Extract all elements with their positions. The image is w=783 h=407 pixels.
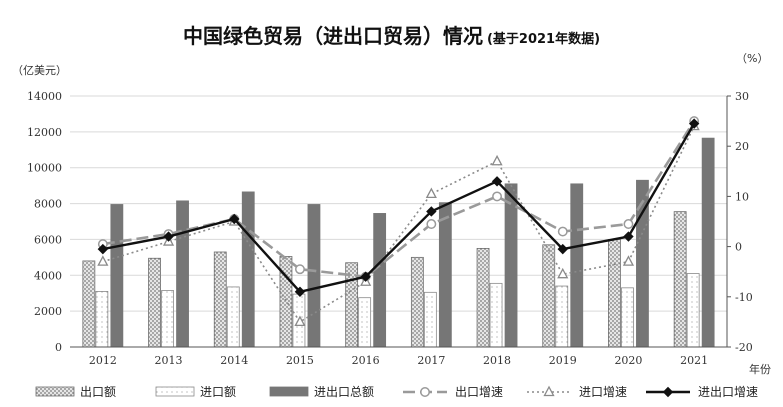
legend-label: 进口增速 [579,385,627,399]
legend-label: 进口额 [200,385,236,399]
left-axis-tick-label: 6000 [34,233,62,246]
bar-export [542,244,556,348]
x-axis-tick-label: 2014 [220,354,248,367]
x-axis-tick-label: 2017 [417,354,445,367]
x-axis-tick-label: 2020 [614,354,642,367]
line-import-growth-point [622,255,635,266]
x-axis-tick-label: 2013 [155,354,183,367]
bar-total [373,213,387,348]
bar-import [95,291,109,348]
line-export-growth [102,120,696,279]
bar-export [82,260,96,348]
bar-total [110,204,124,348]
line-import-growth-point [97,255,109,266]
line-series-group [97,116,700,327]
bar-total [176,200,189,348]
line-export-growth-point [426,219,437,229]
bar-import [489,282,503,348]
left-axis-tick-label: 12000 [27,126,62,139]
line-total-growth-point [688,118,700,129]
line-total-growth-point [229,213,240,225]
left-axis-tick-label: 8000 [34,198,62,211]
line-export-growth-point [492,191,502,202]
line-import-growth-point [294,315,306,327]
legend-swatch [269,386,309,397]
bar-export [608,239,621,348]
x-axis-tick-label: 2015 [286,354,314,367]
x-axis-unit: 年份 [749,362,771,376]
legend-marker [662,386,674,398]
legend-marker [420,387,430,397]
right-axis-unit: （%） [736,52,768,65]
left-axis-tick-label: 0 [55,341,62,354]
line-total-growth-point [97,243,109,255]
bar-import [226,286,240,348]
x-axis-tick-label: 2012 [89,354,117,367]
line-total-growth-point [557,243,568,255]
line-import-growth-point [557,267,569,279]
line-total-growth-point [294,286,306,297]
left-axis-tick-label: 10000 [27,162,62,175]
legend-label: 出口增速 [455,385,503,399]
bar-export [148,257,161,348]
left-axis-unit: （亿美元） [12,64,67,77]
line-total-growth-point [163,231,174,242]
left-axis-tick-label: 4000 [34,269,62,282]
bar-total [438,202,452,348]
legend-marker [543,385,555,397]
chart-title-sub: (基于2021年数据) [486,32,601,47]
x-axis-tick-label: 2021 [680,354,708,367]
legend-swatch [155,386,195,397]
gridlines [70,95,727,312]
bar-total [570,183,584,348]
bar-total [701,137,715,348]
legend-label: 出口额 [80,385,116,399]
line-import-growth-point [425,187,437,199]
line-total-growth-point [623,231,634,242]
right-axis-tick-label: -10 [735,291,753,304]
bar-import [161,290,174,348]
bar-total [504,183,518,348]
bar-import [423,291,437,348]
line-total-growth-point [426,206,437,217]
bar-import [686,273,700,348]
bar-export [410,256,424,348]
x-axis-tick-label: 2016 [352,354,380,367]
right-axis-tick-label: 20 [735,140,749,153]
line-export-growth-point [295,264,305,275]
left-axis-tick-label: 2000 [34,305,62,318]
line-export-growth-point [557,226,568,237]
left-axis-tick-label: 14000 [27,90,62,103]
legend-label: 进出口总额 [314,385,374,399]
legend-swatch [35,386,75,397]
line-total-growth-point [360,271,371,282]
x-axis-tick-label: 2019 [549,354,577,367]
bar-export [213,251,227,348]
right-axis-tick-label: 10 [735,190,749,203]
bar-total [241,191,255,348]
right-axis-tick-label: 0 [735,241,742,254]
axes-group: 0 2000 4000 6000 8000 10000 12000 14000 -20 -10 0 1… [12,52,771,376]
line-import-growth-point [491,154,503,166]
line-total-growth [102,123,696,293]
bar-import [358,297,372,348]
right-axis-tick-label: -20 [735,341,753,354]
chart-title: 中国绿色贸易（进出口贸易）情况 (基于2021年数据) [0,20,783,49]
bar-total [307,204,321,348]
legend-label: 进出口增速 [698,385,758,399]
bar-import [621,287,634,348]
legend: 出口额 进口额 进出口总额 出口增速 进口增速 进出口增速 [35,385,758,399]
line-total-growth-point [491,176,503,187]
line-export-growth-point [623,219,634,229]
right-axis-tick-label: 30 [735,90,749,103]
bar-export [673,211,687,348]
bar-import [555,285,569,348]
line-import-growth [102,125,695,323]
chart-title-main: 中国绿色贸易（进出口贸易）情况 [182,24,483,48]
x-axis-tick-label: 2018 [483,354,511,367]
bar-export [476,247,490,348]
